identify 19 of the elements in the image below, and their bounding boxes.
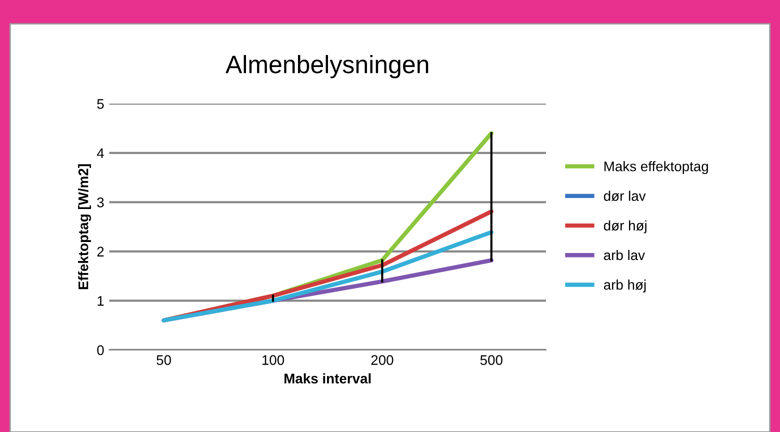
line-series	[162, 230, 494, 322]
x-tick-label: 200	[371, 355, 394, 365]
legend-label: dør lav	[604, 190, 646, 202]
y-tick-label: 1	[98, 296, 104, 306]
x-tick-label: 500	[480, 355, 502, 365]
x-axis-title: Maks interval	[284, 373, 371, 384]
chart-title: Almenbelysningen	[226, 55, 428, 78]
y-tick-label: 4	[96, 148, 104, 158]
legend-label: arb høj	[604, 280, 646, 292]
x-tick-label: 100	[262, 355, 284, 365]
y-tick-label: 0	[97, 345, 104, 356]
x-tick-label: 50	[156, 355, 171, 365]
y-axis-title: Effektoptag [W/m2]	[78, 164, 92, 290]
y-tick-label: 2	[97, 246, 104, 256]
legend-label: Maks effektoptag	[604, 161, 708, 174]
legend-label: arb lav	[604, 250, 645, 260]
legend-label: dør høj	[604, 220, 646, 234]
y-tick-label: 5	[97, 99, 104, 109]
y-tick-label: 3	[97, 198, 104, 208]
